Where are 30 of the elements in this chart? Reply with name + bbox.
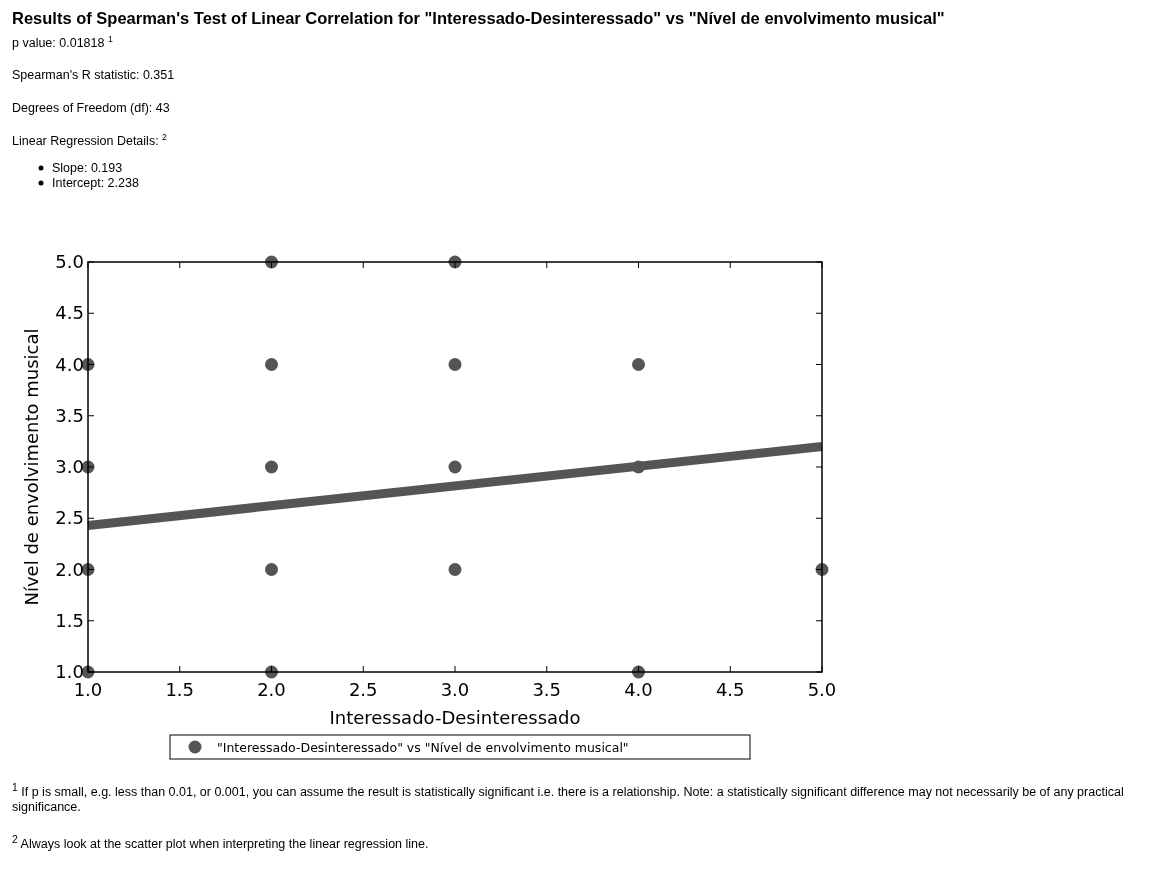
x-tick-label: 2.0 <box>257 679 286 700</box>
text: Slope: 0.193 <box>52 161 123 175</box>
x-tick-label: 1.5 <box>165 679 195 700</box>
y-tick-label: 5.0 <box>55 251 84 272</box>
y-tick-label: 2.0 <box>55 558 84 580</box>
x-axis-title: Interessado-Desinteressado <box>329 707 581 728</box>
x-tick-label: 4.5 <box>715 679 745 700</box>
y-axis-title: Nível de envolvimento musical <box>21 328 42 606</box>
text: Spearman's R statistic: 0.351 <box>12 68 175 82</box>
x-tick-label: 4.0 <box>624 679 653 700</box>
x-tick-label: 2.5 <box>348 679 378 700</box>
y-tick-label: 3.5 <box>55 404 84 426</box>
x-tick-label: 1.0 <box>73 679 103 700</box>
x-tick-label: 5.0 <box>807 679 837 700</box>
y-tick-label: 4.0 <box>55 353 84 375</box>
x-tick-label: 3.0 <box>440 679 470 700</box>
text: Linear Regression Details: $^{2}$ <box>12 132 168 148</box>
text: Intercept: 2.238 <box>52 176 139 190</box>
x-tick-label: 3.5 <box>532 679 562 700</box>
text: $^{1}$ If p is small, e.g. less than 0.01, or 0.001, you can assume the result is statistically significant i.e. there is a relationship. Note: a statistically significant difference may not necessarily be of any practical significance. <box>12 781 1125 816</box>
text: p value: 0.01818 $^{1}$ <box>12 34 113 50</box>
y-tick-label: 4.5 <box>55 302 84 324</box>
y-tick-label: 2.5 <box>55 507 84 529</box>
text: $^{2}$ Always look at the scatter plot when interpreting the linear regression line. <box>12 833 430 853</box>
text: Degrees of Freedom (df): 43 <box>12 101 170 115</box>
y-tick-label: 1.5 <box>55 609 84 631</box>
chart-title: Results of Spearman's Test of Linear Correlation for "Interessado-Desinteressado" vs "Nível de envolvimento musical" <box>12 9 945 27</box>
y-tick-label: 1.0 <box>55 661 84 682</box>
y-tick-label: 3.0 <box>55 456 84 477</box>
legend-label: "Interessado-Desinteressado" vs "Nível de envolvimento musical" <box>217 740 629 755</box>
